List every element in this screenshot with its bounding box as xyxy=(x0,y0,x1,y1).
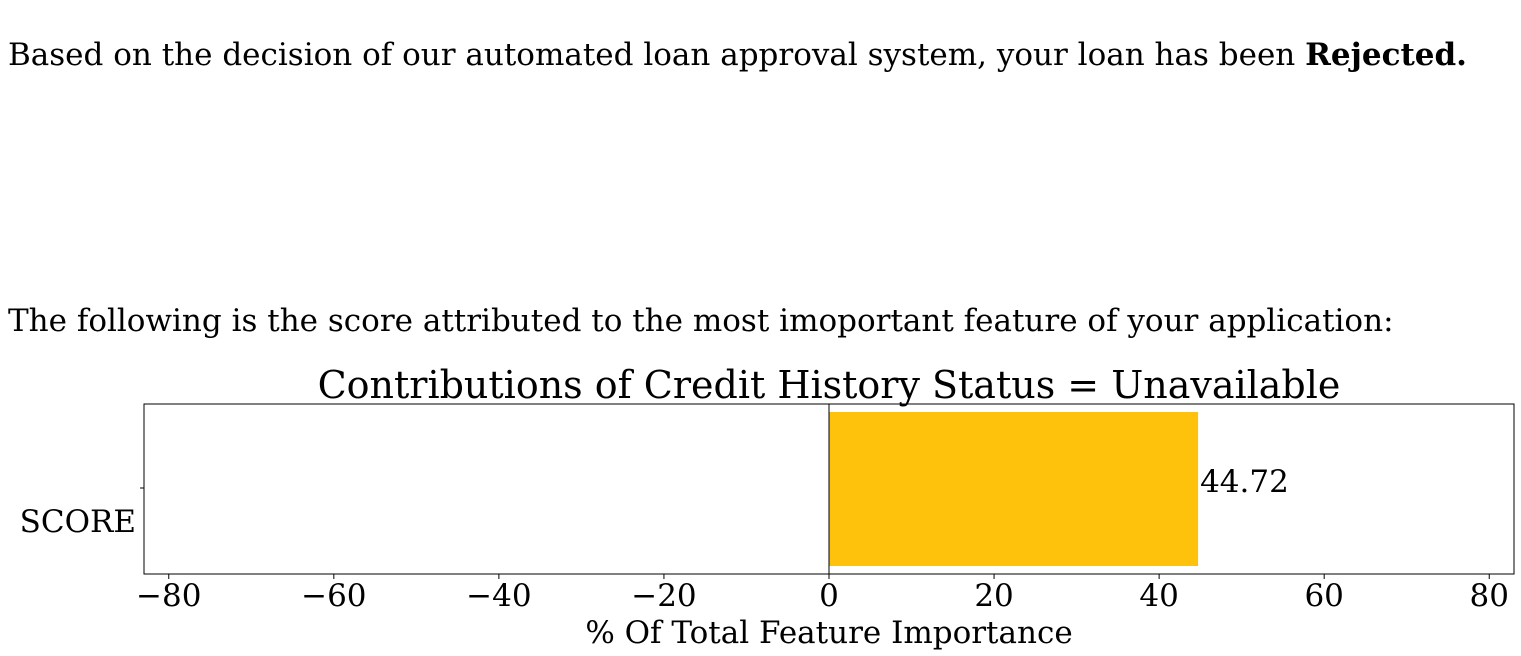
x-tick-label: −20 xyxy=(631,578,696,614)
score-intro-text: The following is the score attributed to… xyxy=(8,303,1394,339)
decision-prefix: Based on the decision of our automated l… xyxy=(8,37,1296,73)
x-tick-label: 80 xyxy=(1470,578,1509,614)
y-tick-label: SCORE xyxy=(20,504,136,540)
x-tick-label: 40 xyxy=(1139,578,1178,614)
x-tick-label: 0 xyxy=(819,578,839,614)
bar-score xyxy=(829,412,1199,566)
x-axis-label: % Of Total Feature Importance xyxy=(585,615,1072,651)
y-axis: SCORE xyxy=(20,487,144,540)
x-tick-label: −40 xyxy=(466,578,531,614)
decision-status: Rejected. xyxy=(1305,37,1467,73)
x-tick-label: 20 xyxy=(974,578,1013,614)
decision-message: Based on the decision of our automated l… xyxy=(8,40,1467,71)
bars-group: 44.72 xyxy=(829,412,1289,566)
bar-value-label: 44.72 xyxy=(1200,464,1289,500)
chart-title: Contributions of Credit History Status =… xyxy=(318,363,1341,407)
x-tick-label: −80 xyxy=(136,578,201,614)
x-tick-label: −60 xyxy=(301,578,366,614)
x-axis: −80 −60 −40 −20 0 20 40 60 80 xyxy=(136,574,1509,614)
x-tick-label: 60 xyxy=(1304,578,1343,614)
